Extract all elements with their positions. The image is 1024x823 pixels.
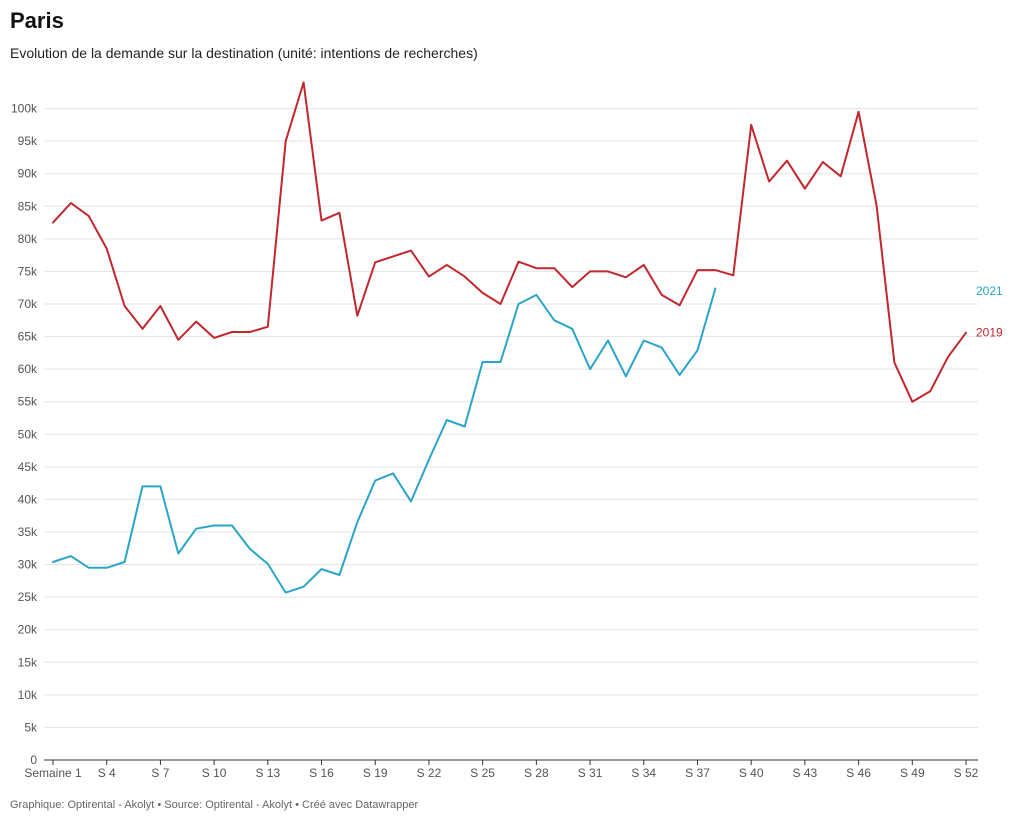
series-label-2019: 2019 bbox=[976, 326, 1003, 340]
series-lines bbox=[52, 81, 967, 594]
y-tick-label: 5k bbox=[24, 720, 38, 734]
chart-subtitle: Evolution de la demande sur la destinati… bbox=[10, 45, 478, 61]
chart-title: Paris bbox=[10, 8, 64, 33]
x-tick-label: S 28 bbox=[524, 766, 549, 780]
y-tick-label: 35k bbox=[18, 525, 38, 539]
y-tick-label: 60k bbox=[18, 362, 38, 376]
y-tick-label: 0 bbox=[30, 753, 37, 767]
y-tick-label: 20k bbox=[18, 623, 38, 637]
y-tick-label: 15k bbox=[18, 655, 38, 669]
x-tick-label: S 46 bbox=[846, 766, 871, 780]
y-tick-label: 50k bbox=[18, 427, 38, 441]
series-line-2019 bbox=[52, 81, 967, 403]
x-tick-label: S 52 bbox=[954, 766, 979, 780]
x-tick-label: S 19 bbox=[363, 766, 388, 780]
chart-footer: Graphique: Optirental - Akolyt • Source:… bbox=[10, 799, 419, 811]
x-tick-label: S 10 bbox=[202, 766, 227, 780]
y-tick-label: 85k bbox=[18, 199, 38, 213]
gridlines bbox=[44, 108, 978, 761]
x-tick-label: S 7 bbox=[151, 766, 169, 780]
x-tick-label: Semaine 1 bbox=[24, 766, 82, 780]
y-tick-label: 70k bbox=[18, 297, 38, 311]
x-axis: Semaine 1 S 4 S 7 S 10 S 13 S 16 S 19 S 22 S 25 S… bbox=[24, 760, 979, 780]
x-tick-label: S 22 bbox=[417, 766, 442, 780]
x-tick-label: S 16 bbox=[309, 766, 334, 780]
y-tick-label: 40k bbox=[18, 492, 38, 506]
x-tick-label: S 31 bbox=[578, 766, 603, 780]
series-line-2021 bbox=[52, 287, 717, 594]
x-tick-label: S 13 bbox=[255, 766, 280, 780]
y-tick-label: 90k bbox=[18, 167, 38, 181]
y-tick-label: 30k bbox=[18, 558, 38, 572]
y-tick-label: 65k bbox=[18, 330, 38, 344]
y-tick-label: 10k bbox=[18, 688, 38, 702]
y-tick-label: 80k bbox=[18, 232, 38, 246]
y-axis: 0 5k 10k 15k 20k 25k 30k 35k 40k 45k 50k 55k 60k 65k 7… bbox=[11, 102, 38, 767]
x-tick-label: S 49 bbox=[900, 766, 925, 780]
y-tick-label: 100k bbox=[11, 102, 38, 116]
x-tick-label: S 37 bbox=[685, 766, 710, 780]
y-tick-label: 45k bbox=[18, 460, 38, 474]
y-tick-label: 95k bbox=[18, 134, 38, 148]
x-tick-label: S 34 bbox=[631, 766, 656, 780]
y-tick-label: 55k bbox=[18, 395, 38, 409]
series-labels: 2019 2021 bbox=[976, 284, 1003, 340]
x-tick-label: S 40 bbox=[739, 766, 764, 780]
y-tick-label: 25k bbox=[18, 590, 38, 604]
x-tick-label: S 25 bbox=[470, 766, 495, 780]
x-tick-label: S 4 bbox=[98, 766, 116, 780]
series-label-2021: 2021 bbox=[976, 284, 1003, 298]
x-tick-label: S 43 bbox=[793, 766, 818, 780]
y-tick-label: 75k bbox=[18, 264, 38, 278]
